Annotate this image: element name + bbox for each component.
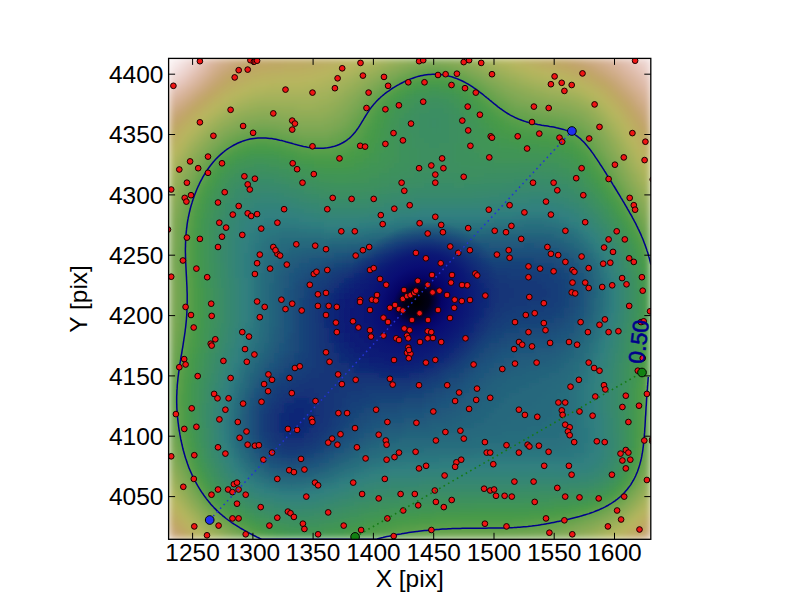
svg-text:1500: 1500 [467,539,522,566]
svg-text:4150: 4150 [109,363,164,390]
svg-text:1600: 1600 [587,539,642,566]
svg-text:1400: 1400 [346,539,401,566]
svg-text:4400: 4400 [109,61,164,88]
svg-text:1350: 1350 [286,539,341,566]
svg-text:4100: 4100 [109,423,164,450]
svg-text:4050: 4050 [109,483,164,510]
svg-text:1300: 1300 [226,539,281,566]
svg-text:X [pix]: X [pix] [376,565,444,592]
svg-text:0.50: 0.50 [624,319,654,366]
svg-text:4300: 4300 [109,182,164,209]
svg-text:1450: 1450 [406,539,461,566]
svg-text:Y [pix]: Y [pix] [65,265,92,333]
svg-text:4350: 4350 [109,121,164,148]
svg-text:1550: 1550 [527,539,582,566]
svg-text:4200: 4200 [109,302,164,329]
svg-text:1250: 1250 [165,539,220,566]
svg-text:4250: 4250 [109,242,164,269]
